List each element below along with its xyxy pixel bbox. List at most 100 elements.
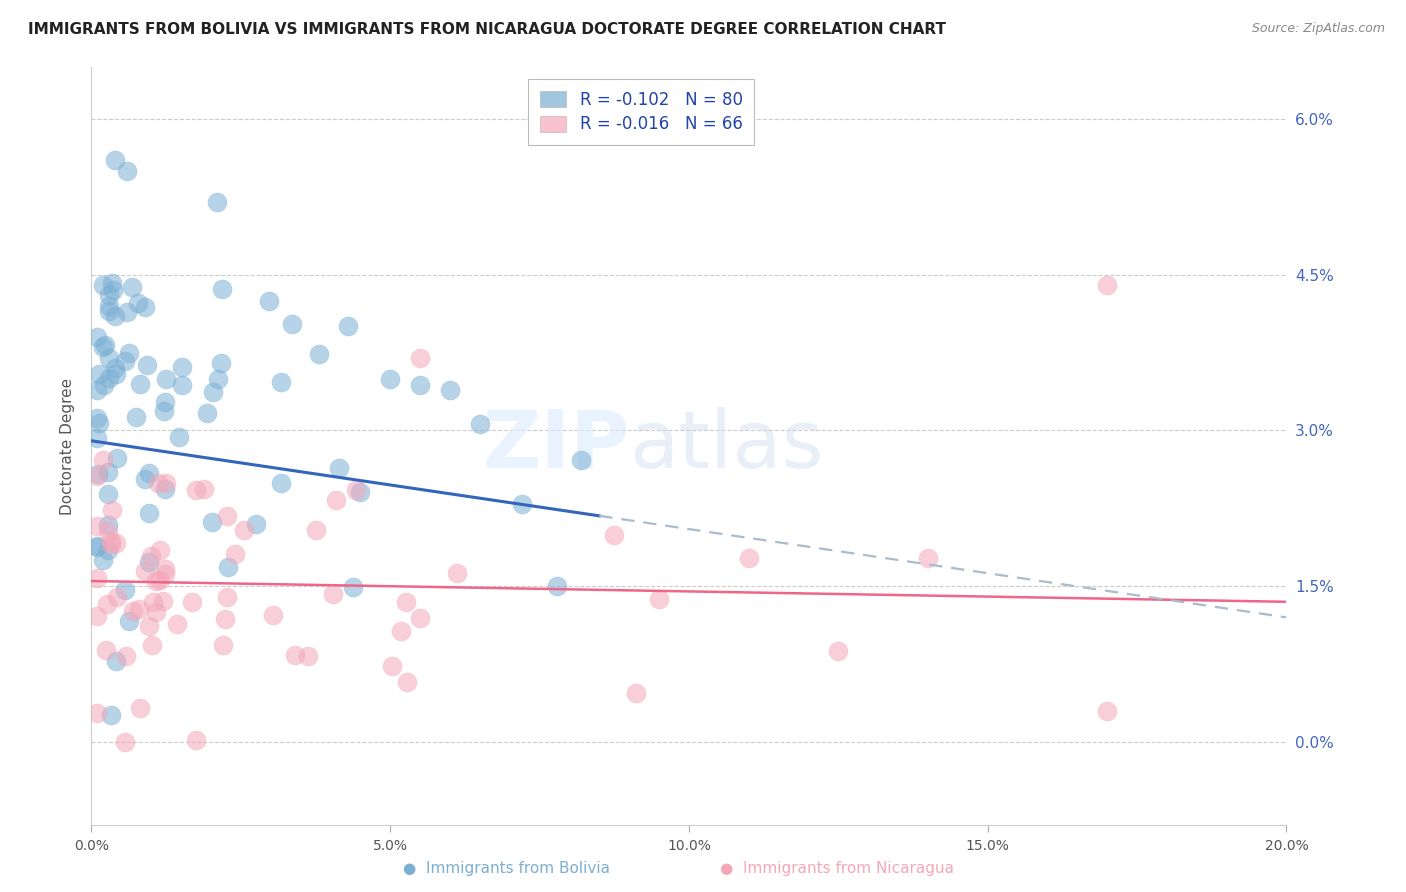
Point	[395, 674, 418, 689]
Point	[141, 638, 163, 652]
Point	[104, 153, 127, 168]
Point	[134, 565, 156, 579]
Point	[155, 476, 177, 491]
Point	[115, 163, 138, 178]
Point	[87, 467, 110, 481]
Point	[146, 476, 169, 491]
Point	[118, 614, 141, 628]
Point	[86, 571, 108, 585]
Point	[439, 383, 461, 397]
Point	[1097, 704, 1119, 718]
Point	[97, 466, 120, 480]
Point	[118, 346, 141, 360]
Point	[100, 537, 122, 551]
Point	[167, 430, 190, 444]
Point	[97, 542, 120, 557]
Point	[149, 543, 172, 558]
Point	[217, 560, 239, 574]
Point	[125, 409, 148, 424]
Point	[648, 592, 671, 607]
Y-axis label: Doctorate Degree: Doctorate Degree	[59, 377, 75, 515]
Legend: R = -0.102   N = 80, R = -0.016   N = 66: R = -0.102 N = 80, R = -0.016 N = 66	[529, 79, 754, 145]
Point	[105, 451, 128, 466]
Point	[152, 594, 174, 608]
Point	[121, 279, 143, 293]
Point	[1097, 278, 1119, 293]
Point	[510, 497, 533, 511]
Point	[571, 453, 593, 467]
Point	[224, 547, 246, 561]
Point	[114, 353, 136, 368]
Point	[105, 367, 128, 381]
Point	[98, 351, 121, 365]
Point	[155, 567, 177, 582]
Point	[104, 361, 127, 376]
Point	[138, 555, 160, 569]
Point	[98, 299, 121, 313]
Point	[153, 482, 176, 496]
Point	[103, 283, 125, 297]
Point	[114, 735, 136, 749]
Point	[737, 550, 759, 565]
Point	[115, 649, 138, 664]
Point	[142, 595, 165, 609]
Point	[138, 466, 160, 480]
Point	[380, 372, 402, 386]
Point	[93, 338, 115, 352]
Point	[129, 376, 152, 391]
Point	[212, 638, 235, 652]
Point	[233, 523, 256, 537]
Point	[446, 566, 468, 580]
Point	[153, 395, 176, 409]
Point	[138, 506, 160, 520]
Point	[86, 330, 108, 344]
Point	[93, 278, 115, 293]
Point	[98, 303, 121, 318]
Point	[468, 417, 491, 431]
Point	[86, 539, 108, 553]
Point	[337, 318, 360, 333]
Point	[389, 624, 412, 638]
Point	[184, 732, 207, 747]
Point	[209, 356, 232, 370]
Point	[547, 579, 569, 593]
Point	[86, 384, 108, 398]
Point	[211, 282, 233, 296]
Point	[153, 562, 176, 576]
Point	[308, 346, 330, 360]
Point	[105, 590, 128, 604]
Point	[97, 524, 120, 539]
Point	[128, 602, 150, 616]
Point	[145, 574, 167, 589]
Point	[322, 587, 344, 601]
Point	[128, 701, 150, 715]
Point	[141, 549, 163, 563]
Point	[342, 580, 364, 594]
Point	[101, 276, 124, 290]
Text: ●  Immigrants from Bolivia: ● Immigrants from Bolivia	[402, 861, 610, 876]
Point	[98, 288, 121, 302]
Point	[101, 502, 124, 516]
Point	[104, 309, 127, 323]
Point	[207, 372, 229, 386]
Point	[395, 595, 418, 609]
Point	[245, 516, 267, 531]
Point	[134, 300, 156, 314]
Point	[117, 305, 139, 319]
Point	[262, 608, 284, 623]
Point	[91, 553, 114, 567]
Point	[603, 527, 626, 541]
Point	[257, 294, 280, 309]
Point	[93, 340, 115, 354]
Point	[349, 485, 371, 500]
Point	[87, 416, 110, 430]
Point	[86, 519, 108, 533]
Text: ZIP: ZIP	[482, 407, 630, 485]
Text: atlas: atlas	[630, 407, 824, 485]
Point	[96, 597, 118, 611]
Point	[136, 358, 159, 372]
Point	[127, 295, 149, 310]
Point	[94, 643, 117, 657]
Point	[87, 367, 110, 381]
Point	[100, 533, 122, 548]
